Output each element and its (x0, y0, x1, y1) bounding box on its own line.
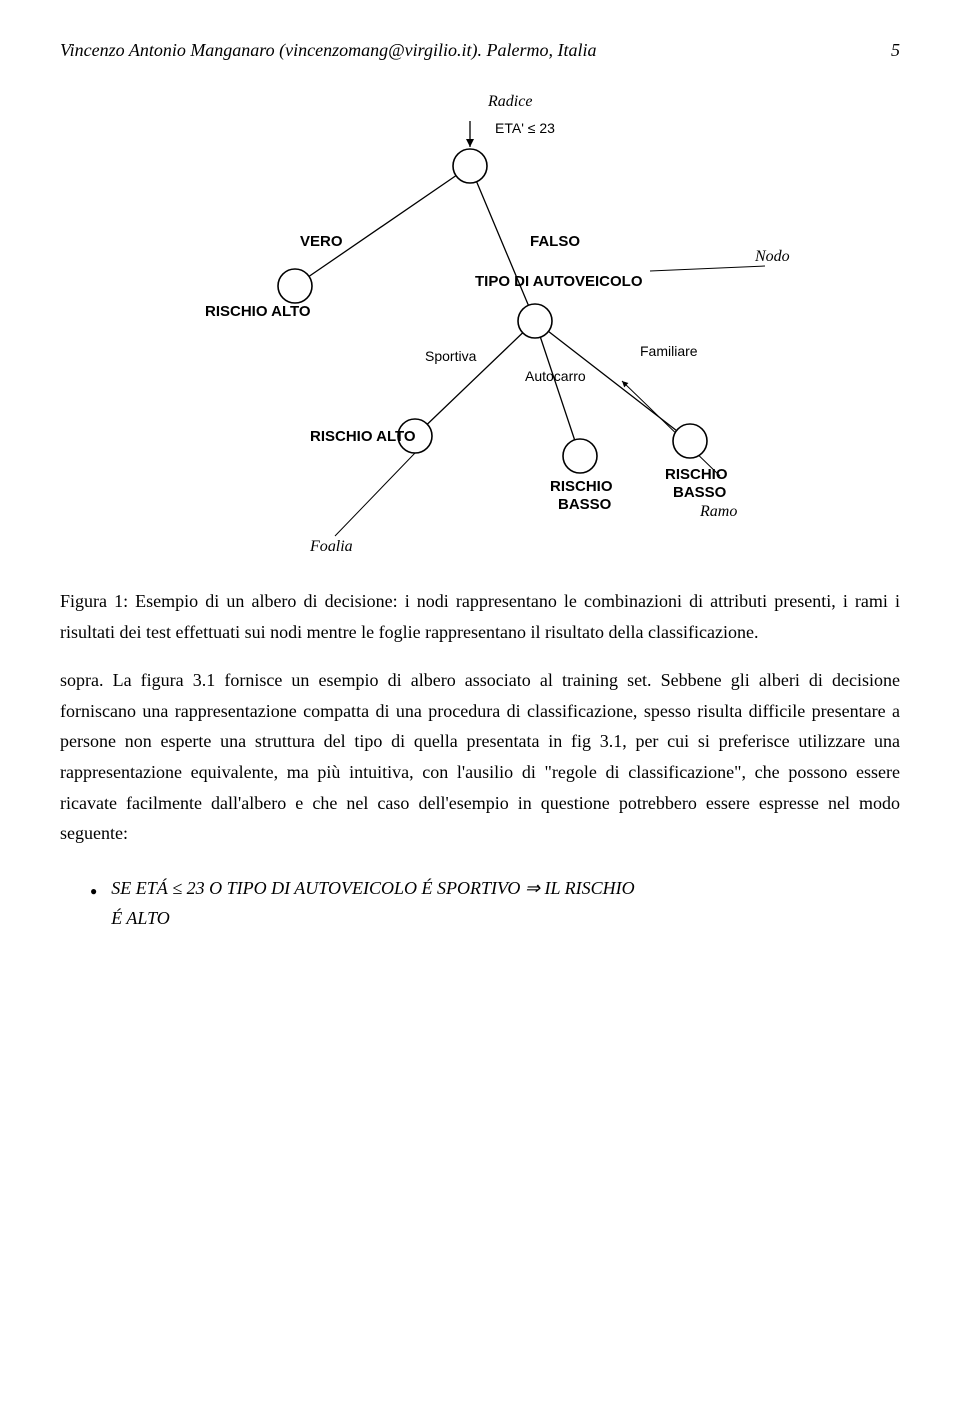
decision-tree-diagram: Radice ETA' ≤ 23 VERO FALSO RISCHIO ALTO TIPO… (60, 81, 900, 556)
author-line: Vincenzo Antonio Manganaro (vincenzomang… (60, 40, 596, 61)
rule-bullet: ● SE ETÁ ≤ 23 O TIPO DI AUTOVEICOLO É SP… (90, 873, 900, 934)
bullet-line-2: É ALTO (111, 908, 170, 928)
svg-text:TIPO DI AUTOVEICOLO: TIPO DI AUTOVEICOLO (475, 273, 643, 290)
page-number: 5 (891, 40, 900, 61)
bullet-icon: ● (90, 881, 97, 901)
svg-text:Sportiva: Sportiva (425, 348, 477, 364)
body-paragraph: sopra. La figura 3.1 fornisce un esempio… (60, 665, 900, 849)
page-header: Vincenzo Antonio Manganaro (vincenzomang… (60, 40, 900, 61)
svg-text:FALSO: FALSO (530, 233, 580, 250)
figure-caption: Figura 1: Esempio di un albero di decisi… (60, 586, 900, 647)
tree-svg: Radice ETA' ≤ 23 VERO FALSO RISCHIO ALTO TIPO… (160, 81, 800, 551)
svg-text:Nodo: Nodo (754, 248, 790, 265)
svg-text:VERO: VERO (300, 233, 343, 250)
svg-text:Radice: Radice (487, 93, 532, 110)
svg-text:RISCHIO: RISCHIO (665, 466, 728, 483)
svg-text:RISCHIO ALTO: RISCHIO ALTO (310, 428, 416, 445)
svg-text:Autocarro: Autocarro (525, 368, 586, 384)
svg-text:Familiare: Familiare (640, 343, 698, 359)
svg-text:RISCHIO ALTO: RISCHIO ALTO (205, 303, 311, 320)
svg-text:BASSO: BASSO (673, 484, 727, 501)
svg-text:Foglia: Foglia (309, 538, 353, 551)
bullet-text: SE ETÁ ≤ 23 O TIPO DI AUTOVEICOLO É SPOR… (111, 873, 634, 934)
svg-text:RISCHIO: RISCHIO (550, 478, 613, 495)
bullet-line-1: SE ETÁ ≤ 23 O TIPO DI AUTOVEICOLO É SPOR… (111, 878, 634, 898)
svg-text:BASSO: BASSO (558, 496, 612, 513)
svg-text:ETA' ≤ 23: ETA' ≤ 23 (495, 120, 555, 136)
svg-text:Ramo: Ramo (699, 503, 737, 520)
